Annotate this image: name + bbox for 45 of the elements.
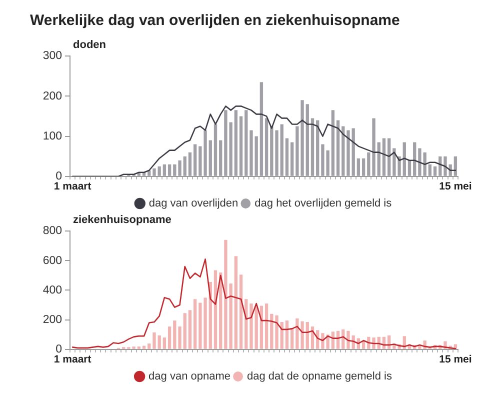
bar: [178, 326, 182, 349]
bar: [183, 313, 186, 349]
y-axis-title: doden: [73, 39, 106, 51]
x-tick-label: 1 maart: [54, 180, 92, 193]
bar: [148, 343, 151, 349]
bar: [280, 322, 284, 349]
bar: [250, 304, 253, 349]
y-tick-label: 200: [42, 314, 62, 326]
bar: [214, 270, 218, 349]
bar: [239, 274, 243, 349]
bar: [306, 322, 309, 349]
bar: [234, 256, 238, 349]
y-tick-label: 0: [56, 170, 62, 183]
bar: [137, 346, 141, 349]
y-tick-label: 800: [42, 225, 62, 238]
chart-title: Werkelijke dag van overlijden en ziekenhuisopname: [30, 12, 400, 30]
bar: [168, 326, 172, 349]
y-tick-label: 600: [42, 254, 62, 267]
bar: [285, 320, 289, 349]
legend-label: dag dat de opname gemeld is: [247, 370, 392, 383]
bar: [188, 310, 192, 349]
bar: [162, 338, 166, 349]
bar: [142, 346, 146, 349]
bar: [254, 306, 258, 349]
bar: [275, 315, 278, 349]
bar: [346, 330, 350, 349]
legend-label: dag van overlijden: [148, 198, 238, 210]
x-tick-label: 15 mei: [439, 180, 472, 193]
y-axis-title: ziekenhuisopname: [73, 214, 172, 226]
bar: [270, 314, 274, 349]
bar: [173, 320, 176, 349]
legend-label: dag het overlijden gemeld is: [254, 198, 392, 210]
bar: [193, 299, 197, 349]
x-tick-label: 15 mei: [439, 354, 472, 366]
bar: [158, 335, 161, 349]
x-tick-label: 1 maart: [54, 354, 92, 366]
y-tick-label: 100: [42, 130, 62, 142]
y-tick-label: 0: [56, 344, 62, 356]
y-tick-label: 200: [42, 90, 62, 102]
bar: [260, 306, 264, 349]
y-tick-label: 300: [42, 50, 62, 62]
bar: [152, 332, 156, 349]
legend-label: dag van opname: [148, 370, 231, 383]
y-tick-label: 400: [42, 284, 62, 296]
bar: [264, 304, 268, 349]
